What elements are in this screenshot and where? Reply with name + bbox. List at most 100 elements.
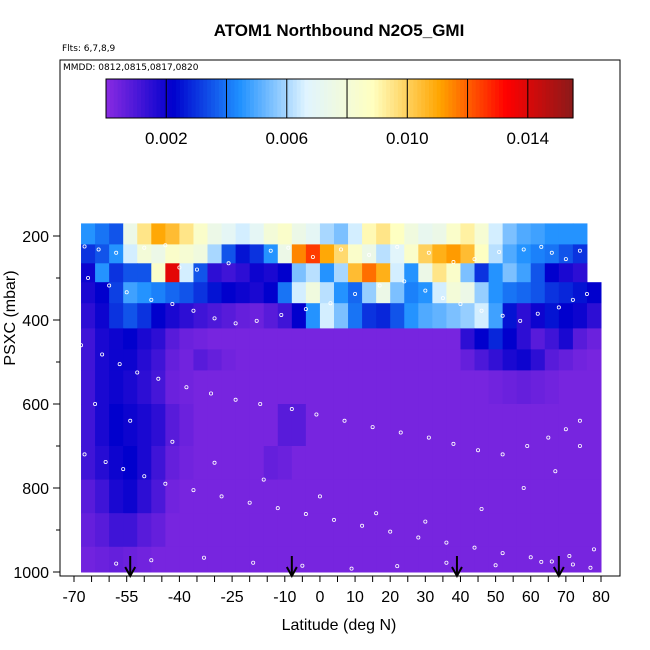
heatmap-cell <box>418 546 433 573</box>
heatmap-cell <box>516 223 532 245</box>
colorbar-segment <box>265 79 271 118</box>
sample-point <box>518 318 523 323</box>
colorbar-segment <box>370 79 376 118</box>
heatmap-cell <box>305 303 321 329</box>
x-axis-tick-label: 40 <box>452 589 470 606</box>
sample-point <box>156 376 161 381</box>
colorbar-segment <box>168 79 173 118</box>
heatmap-cell <box>586 446 602 481</box>
heatmap-cell <box>333 223 349 245</box>
sample-point <box>135 370 140 375</box>
heatmap-cell <box>109 446 124 481</box>
colorbar-segment <box>226 79 232 118</box>
colorbar-segment <box>475 79 481 118</box>
y-axis-tick-label: 1000 <box>13 565 49 582</box>
heatmap-cell <box>558 328 574 350</box>
sample-point <box>226 261 231 266</box>
colorbar-tick-label: 0.014 <box>507 129 550 148</box>
heatmap-cell <box>95 244 110 264</box>
colorbar-segment <box>355 79 360 118</box>
heatmap-cell <box>418 303 433 329</box>
sample-point <box>114 250 119 255</box>
heatmap-cell <box>362 546 377 573</box>
heatmap-cell <box>263 546 279 573</box>
colorbar-segment <box>569 79 574 118</box>
colorbar-segment <box>351 79 356 118</box>
sample-point <box>398 430 403 435</box>
heatmap-cell <box>123 404 138 447</box>
heatmap-cell <box>544 263 560 283</box>
colorbar-segment <box>413 79 418 118</box>
heatmap-cell <box>488 244 504 264</box>
heatmap-cell <box>165 263 180 283</box>
heatmap-cell <box>249 282 265 304</box>
colorbar-segment <box>257 79 263 118</box>
heatmap-cell <box>193 546 209 573</box>
heatmap-cell <box>390 479 405 514</box>
heatmap-cell <box>572 546 588 573</box>
heatmap-cell <box>572 328 588 350</box>
sample-point <box>500 551 505 556</box>
heatmap-cell <box>362 328 377 350</box>
x-axis-tick-label: 30 <box>416 589 434 606</box>
sample-point <box>233 321 238 326</box>
colorbar-segment <box>316 79 321 118</box>
heatmap-cell <box>516 479 532 514</box>
heatmap-cell <box>123 223 138 245</box>
heatmap-cell <box>544 479 560 514</box>
heatmap-cell <box>193 446 209 481</box>
heatmap-cell <box>277 513 293 548</box>
heatmap-cell <box>530 263 546 283</box>
sample-point <box>476 448 481 453</box>
sample-point <box>349 566 354 571</box>
y-axis-label: PSXC (mbar) <box>2 270 19 365</box>
heatmap-cell <box>488 446 504 481</box>
heatmap-cell <box>544 404 560 447</box>
colorbar-segment <box>499 79 504 118</box>
heatmap-cell <box>404 244 419 264</box>
colorbar-segment <box>545 79 551 118</box>
heatmap-cell <box>404 349 419 371</box>
heatmap-cell <box>516 513 532 548</box>
heatmap-cell <box>263 328 279 350</box>
heatmap-cell <box>390 546 405 573</box>
heatmap-cell <box>572 282 588 304</box>
heatmap-cell <box>235 479 251 514</box>
colorbar-segment <box>144 79 150 118</box>
heatmap-cell <box>109 479 124 514</box>
heatmap-cell <box>207 349 223 371</box>
heatmap-cell <box>235 303 251 329</box>
sample-point <box>577 443 582 448</box>
heatmap-cell <box>474 546 490 573</box>
colorbar-segment <box>471 79 477 118</box>
heatmap-cell <box>319 303 335 329</box>
heatmap-cell <box>488 479 504 514</box>
colorbar-segment <box>125 79 130 118</box>
sample-point <box>577 418 582 423</box>
heatmap-cell <box>474 263 490 283</box>
heatmap-cell <box>109 546 124 573</box>
heatmap-cell <box>404 546 419 573</box>
colorbar-segment <box>386 79 391 118</box>
heatmap-cell <box>179 370 194 405</box>
heatmap-cell <box>277 479 293 514</box>
sample-point <box>451 441 456 446</box>
heatmap-cell <box>263 404 279 447</box>
heatmap-cell <box>137 223 152 245</box>
heatmap-cell <box>404 513 419 548</box>
heatmap-cell <box>530 244 546 264</box>
heatmap-cell <box>109 349 124 371</box>
colorbar-segment <box>296 79 302 118</box>
heatmap-cell <box>572 370 588 405</box>
heatmap-cell <box>516 263 532 283</box>
heatmap-cell <box>291 263 307 283</box>
heatmap-cell <box>207 546 223 573</box>
sample-point <box>549 559 554 564</box>
sample-point <box>402 279 407 284</box>
colorbar-segment <box>347 79 352 118</box>
sample-point <box>177 265 182 270</box>
heatmap-cell <box>544 303 560 329</box>
colorbar-segment <box>460 79 465 118</box>
colorbar-segment <box>121 79 127 118</box>
colorbar-segment <box>561 79 566 118</box>
